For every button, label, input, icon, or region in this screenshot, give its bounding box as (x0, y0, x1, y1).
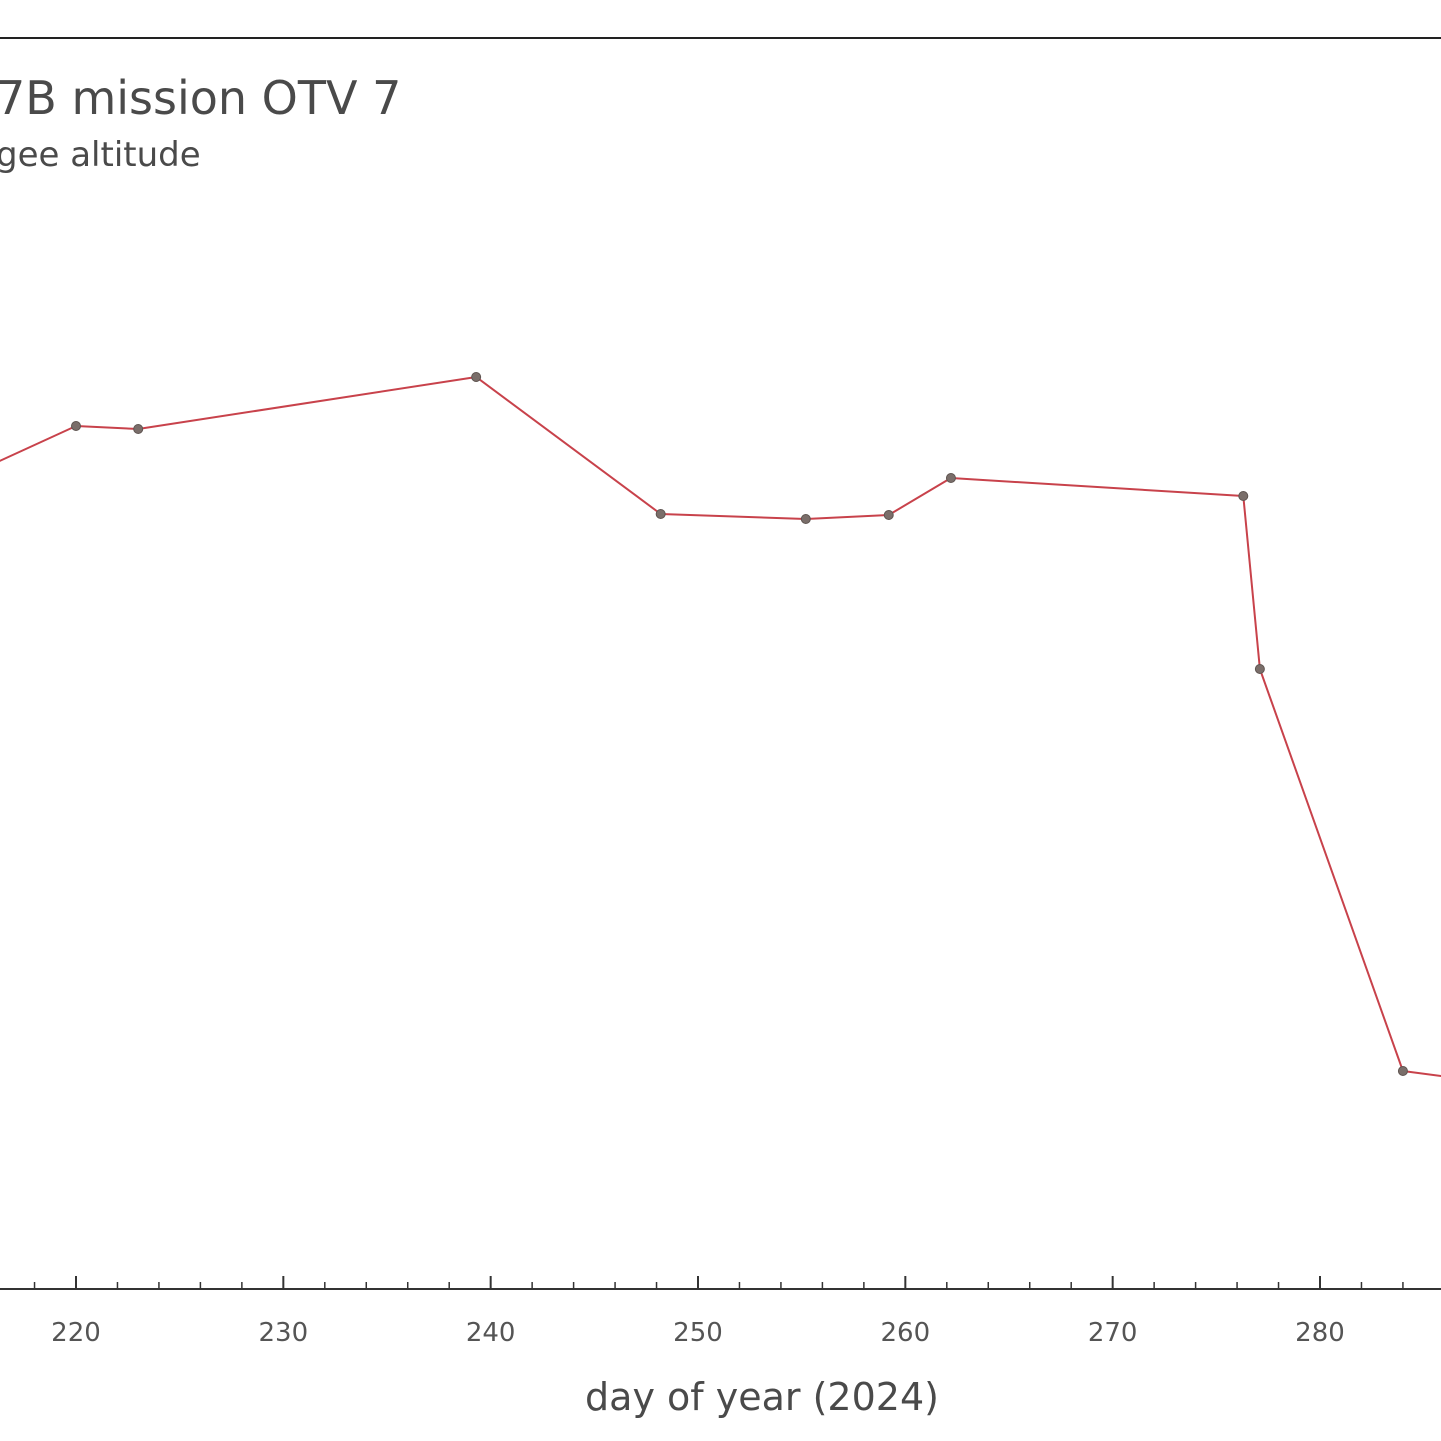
x-tick-label: 250 (673, 1318, 723, 1348)
data-point (1238, 491, 1249, 501)
data-point (133, 424, 144, 434)
x-tick-label: 270 (1088, 1318, 1138, 1348)
series-line (0, 376, 1441, 1078)
data-point (71, 421, 81, 431)
x-tick-label: 220 (51, 1318, 101, 1348)
x-tick-label: 260 (881, 1318, 931, 1348)
data-point (800, 514, 811, 524)
data-point (945, 473, 956, 483)
x-tick-label: 240 (466, 1318, 516, 1348)
x-tick-label: 280 (1295, 1318, 1345, 1348)
x-tick-label: 230 (259, 1318, 309, 1348)
data-point (883, 510, 894, 520)
data-point (655, 509, 666, 519)
x-axis: 220 230 240 250 260 270 280 (0, 1276, 1441, 1348)
x-axis-label: day of year (2024) (585, 1375, 939, 1419)
series-group (0, 372, 1441, 1078)
chart-subtitle: gee altitude (0, 135, 201, 175)
data-point (471, 372, 482, 382)
data-point (1397, 1066, 1408, 1076)
data-point (1254, 664, 1265, 674)
chart-title: 7B mission OTV 7 (0, 71, 401, 125)
